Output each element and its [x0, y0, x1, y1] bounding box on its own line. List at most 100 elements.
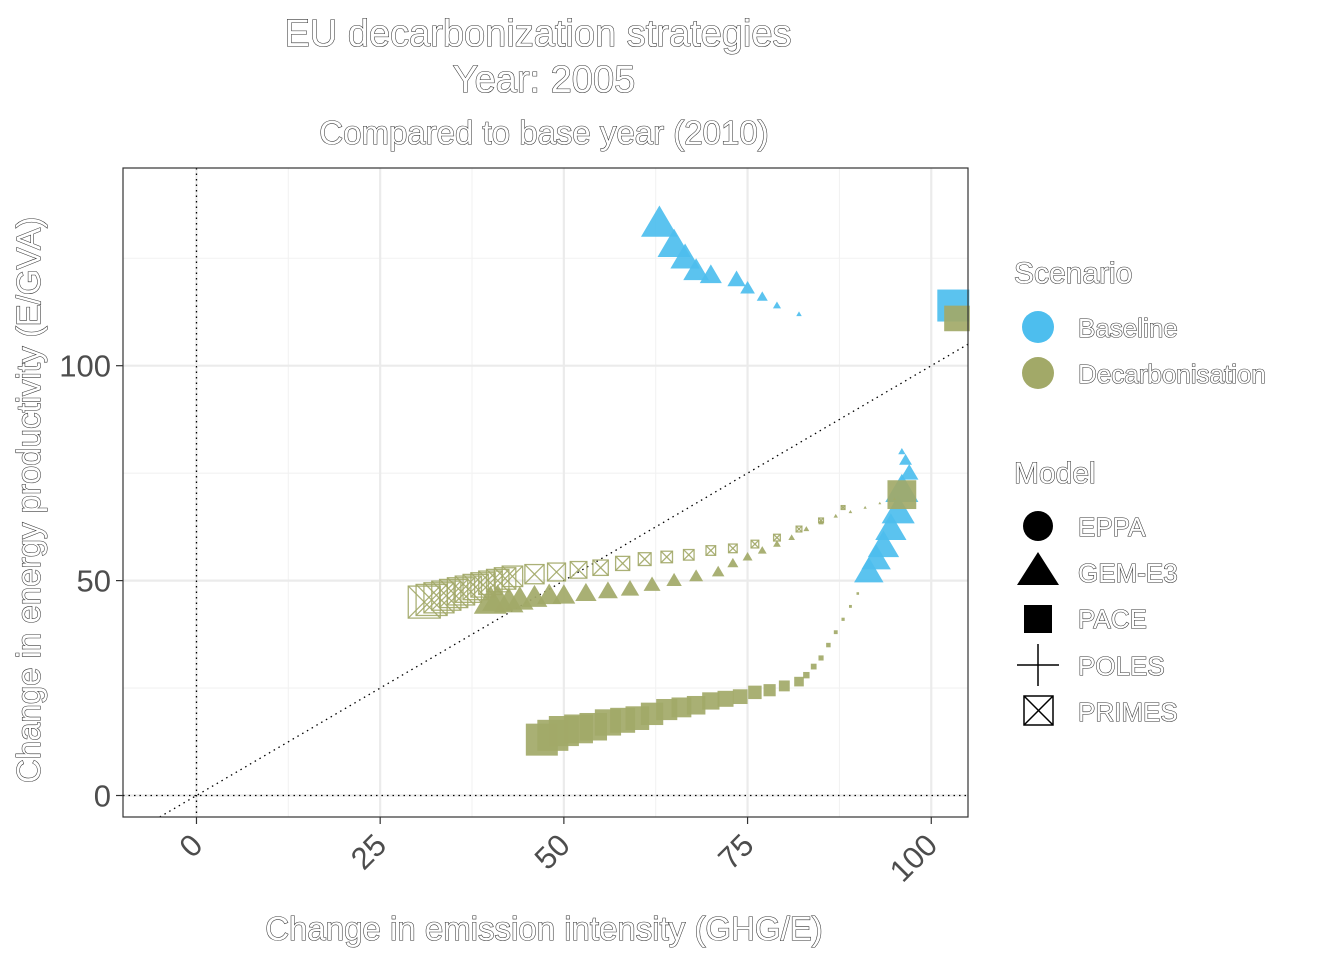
point-decarbonisation-pace — [803, 671, 810, 679]
legend-pace-label: PACE — [1078, 604, 1147, 634]
point-decarbonisation-primes-box — [660, 550, 674, 564]
point-decarbonisation-primes — [454, 575, 483, 603]
point-decarbonisation-primes-box — [727, 543, 738, 554]
point-decarbonisation-primes-box — [493, 567, 517, 590]
point-baseline-gem-e3 — [683, 258, 710, 281]
grid-minor — [123, 168, 968, 817]
point-decarbonisation-primes — [840, 504, 846, 511]
point-decarbonisation-pace — [671, 697, 692, 718]
y-tick-label: 50 — [77, 564, 111, 599]
point-decarbonisation-pace — [848, 604, 852, 608]
point-decarbonisation-gem-e3 — [773, 540, 781, 547]
point-decarbonisation-primes-box — [524, 563, 545, 585]
point-decarbonisation-primes-box — [772, 533, 781, 542]
point-decarbonisation-pace — [841, 617, 845, 621]
legend-poles-label: POLES — [1078, 651, 1165, 681]
plot-panel — [123, 168, 968, 817]
point-decarbonisation-primes-diag — [547, 562, 566, 582]
point-decarbonisation-primes-box — [682, 548, 695, 561]
point-decarbonisation-primes — [501, 565, 524, 588]
point-decarbonisation-primes-diag — [705, 545, 717, 556]
point-decarbonisation-pace — [763, 684, 776, 697]
point-decarbonisation-gem-e3 — [803, 526, 810, 532]
point-decarbonisation-primes-diag — [493, 567, 517, 590]
point-decarbonisation-primes-box — [637, 552, 652, 567]
point-decarbonisation-primes — [705, 545, 717, 556]
point-decarbonisation-primes — [470, 572, 496, 598]
legend-scenario: Scenario Baseline Decarbonisation — [1013, 256, 1266, 389]
legend-eppa-key — [1023, 511, 1053, 541]
point-decarbonisation-pace — [794, 676, 804, 687]
point-decarbonisation-pace — [717, 690, 734, 707]
point-decarbonisation-gem-e3 — [788, 534, 795, 540]
x-tick-label: 25 — [344, 827, 393, 876]
point-decarbonisation-primes-diag — [462, 573, 489, 601]
legend-gem-e3-label: GEM-E3 — [1078, 558, 1178, 588]
point-decarbonisation-primes — [614, 555, 631, 572]
point-decarbonisation-pace — [826, 642, 831, 648]
point-decarbonisation-primes-diag — [795, 525, 803, 533]
point-decarbonisation-primes-diag — [592, 559, 609, 576]
point-baseline-gem-e3 — [899, 453, 912, 465]
point-baseline-gem-e3 — [796, 311, 802, 317]
x-axis-label: Change in emission intensity (GHG/E) — [265, 910, 823, 947]
point-decarbonisation-pace — [702, 692, 720, 710]
point-decarbonisation-primes — [592, 559, 609, 577]
legend-primes-key — [1023, 695, 1054, 726]
point-decarbonisation-primes-diag — [818, 517, 824, 524]
point-decarbonisation-primes-diag — [728, 543, 738, 554]
point-decarbonisation-gem-e3 — [757, 546, 767, 554]
point-decarbonisation-primes-box — [750, 539, 760, 549]
point-decarbonisation-pace — [833, 630, 838, 635]
point-decarbonisation-primes-box — [817, 517, 825, 524]
point-decarbonisation-gem-e3 — [727, 557, 739, 568]
point-decarbonisation-primes-box — [431, 580, 462, 611]
legend-decarbonisation-key — [1022, 357, 1054, 389]
legend-eppa-label: EPPA — [1078, 512, 1146, 542]
point-decarbonisation-primes-box — [795, 525, 803, 533]
legend-poles-key — [1017, 644, 1059, 686]
point-decarbonisation-primes-box — [438, 578, 469, 609]
legend-model-title: Model — [1014, 457, 1096, 490]
point-decarbonisation-primes-diag — [524, 564, 545, 585]
point-decarbonisation-pace — [856, 592, 860, 595]
point-decarbonisation-gem-e3 — [863, 505, 867, 509]
point-decarbonisation-pace — [732, 689, 748, 705]
legend-baseline-key — [1022, 311, 1054, 343]
point-decarbonisation-gem-e3 — [620, 580, 640, 596]
point-decarbonisation-primes-diag — [660, 550, 673, 564]
y-axis: 0 50 100 — [59, 349, 123, 814]
point-decarbonisation-pace — [810, 663, 817, 670]
point-decarbonisation-pace — [887, 480, 917, 510]
point-baseline-gem-e3 — [670, 243, 700, 269]
point-decarbonisation-primes-box — [592, 559, 609, 577]
point-decarbonisation-gem-e3 — [893, 497, 896, 500]
point-decarbonisation-primes-diag — [569, 561, 588, 579]
point-decarbonisation-primes-box — [840, 504, 846, 511]
point-baseline-gem-e3 — [898, 447, 906, 455]
point-decarbonisation-primes — [682, 548, 695, 561]
point-decarbonisation-primes — [817, 517, 825, 524]
y-axis-label: Change in energy productivity (E/GVA) — [10, 217, 47, 783]
chart-title: EU decarbonization strategies — [285, 13, 792, 55]
legend-pace-key — [1024, 605, 1052, 633]
point-decarbonisation-gem-e3 — [575, 582, 597, 601]
point-baseline-gem-e3 — [772, 301, 782, 309]
point-decarbonisation-pace — [748, 685, 762, 700]
point-decarbonisation-pace — [778, 680, 790, 692]
point-decarbonisation-primes-box — [614, 555, 631, 572]
point-decarbonisation-pace — [944, 305, 970, 332]
point-decarbonisation-primes-diag — [773, 533, 781, 542]
point-decarbonisation-primes — [462, 573, 489, 601]
point-decarbonisation-primes-diag — [501, 565, 524, 588]
point-baseline-gem-e3 — [699, 264, 722, 284]
legend-gem-e3-key — [1017, 552, 1059, 585]
point-decarbonisation-primes-box — [546, 562, 567, 582]
legend-baseline-label: Baseline — [1078, 313, 1178, 343]
legend-decarbonisation-label: Decarbonisation — [1078, 359, 1266, 389]
point-decarbonisation-primes — [772, 533, 781, 542]
point-decarbonisation-pace — [686, 695, 706, 715]
point-decarbonisation-gem-e3 — [666, 572, 682, 587]
point-decarbonisation-primes-diag — [683, 549, 695, 561]
point-decarbonisation-primes — [660, 550, 674, 564]
